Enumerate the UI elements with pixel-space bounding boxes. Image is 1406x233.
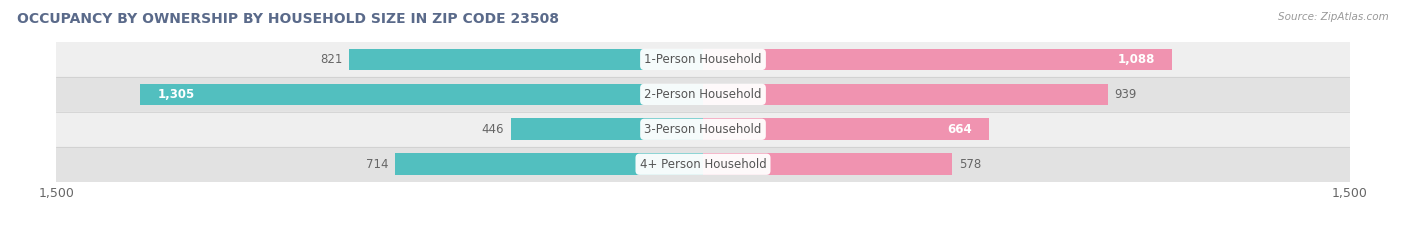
Text: OCCUPANCY BY OWNERSHIP BY HOUSEHOLD SIZE IN ZIP CODE 23508: OCCUPANCY BY OWNERSHIP BY HOUSEHOLD SIZE… bbox=[17, 12, 558, 26]
Bar bbox=[56, 147, 1350, 182]
Text: 939: 939 bbox=[1115, 88, 1136, 101]
Text: 1-Person Household: 1-Person Household bbox=[644, 53, 762, 66]
Bar bbox=[510, 118, 703, 140]
Legend: Owner-occupied, Renter-occupied: Owner-occupied, Renter-occupied bbox=[568, 229, 838, 233]
Text: 1,088: 1,088 bbox=[1118, 53, 1154, 66]
Bar bbox=[703, 118, 990, 140]
Text: 2-Person Household: 2-Person Household bbox=[644, 88, 762, 101]
Text: 578: 578 bbox=[959, 158, 981, 171]
Text: Source: ZipAtlas.com: Source: ZipAtlas.com bbox=[1278, 12, 1389, 22]
Bar bbox=[56, 112, 1350, 147]
Text: 446: 446 bbox=[482, 123, 505, 136]
Bar bbox=[56, 77, 1350, 112]
Bar bbox=[703, 84, 1108, 105]
Text: 1,305: 1,305 bbox=[157, 88, 195, 101]
Bar bbox=[141, 84, 703, 105]
Text: 714: 714 bbox=[366, 158, 388, 171]
Bar bbox=[703, 49, 1173, 70]
Text: 664: 664 bbox=[948, 123, 972, 136]
Text: 3-Person Household: 3-Person Household bbox=[644, 123, 762, 136]
Bar bbox=[349, 49, 703, 70]
Bar bbox=[395, 154, 703, 175]
Text: 4+ Person Household: 4+ Person Household bbox=[640, 158, 766, 171]
Bar bbox=[56, 42, 1350, 77]
Text: 821: 821 bbox=[321, 53, 343, 66]
Bar bbox=[703, 154, 952, 175]
